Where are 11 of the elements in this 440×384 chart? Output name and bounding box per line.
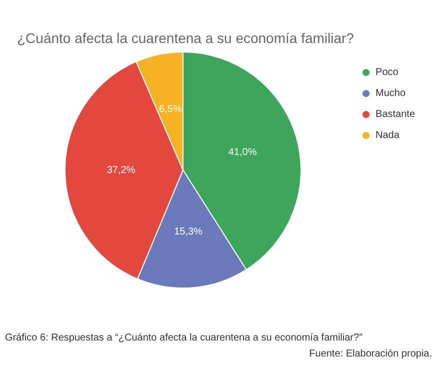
data-label: 6,5% bbox=[159, 104, 182, 115]
chart-title: ¿Cuánto afecta la cuarentena a su economía familiar? bbox=[17, 30, 354, 46]
data-label: 37,2% bbox=[106, 164, 136, 176]
data-label: 15,3% bbox=[174, 226, 203, 238]
text: Gráfico 6: Respuestas a “¿Cuánto afecta la cuarentena a su economía familiar?” bbox=[5, 332, 362, 344]
legend-label: Poco bbox=[376, 67, 399, 78]
legend-label: Nada bbox=[376, 130, 400, 141]
legend-label: Bastante bbox=[376, 109, 416, 120]
data-label: 41,0% bbox=[228, 147, 257, 158]
legend-label: Mucho bbox=[376, 88, 406, 99]
source-note: Fuente: Elaboración propia. bbox=[309, 348, 432, 360]
